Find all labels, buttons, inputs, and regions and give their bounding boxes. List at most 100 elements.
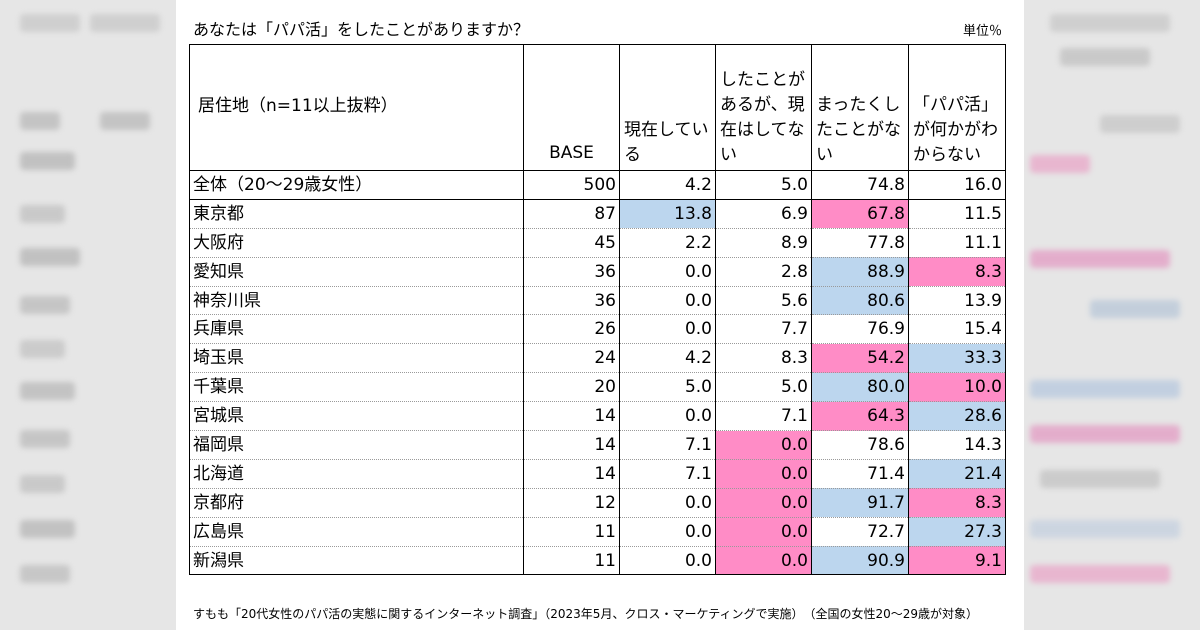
table-row: 埼玉県 24 4.2 8.3 54.2 33.3 — [189, 343, 1006, 374]
table-row: 千葉県 20 5.0 5.0 80.0 10.0 — [189, 372, 1006, 403]
row-previously-value: 2.8 — [715, 257, 812, 287]
header-base: BASE — [523, 44, 620, 171]
row-previously-value: 6.9 — [715, 199, 812, 229]
row-unknown-value: 9.1 — [908, 546, 1006, 576]
blur-stripe — [20, 248, 80, 266]
row-unknown-value: 15.4 — [908, 314, 1006, 345]
row-region-name: 京都府 — [189, 488, 524, 518]
row-region-name: 宮城県 — [189, 401, 524, 432]
row-base-value: 14 — [523, 401, 620, 432]
row-never-value: 88.9 — [811, 257, 909, 287]
source-note: すもも「20代女性のパパ活の実態に関するインターネット調査」（2023年5月、ク… — [193, 607, 979, 621]
row-currently-value: 0.0 — [619, 257, 716, 287]
row-unknown-value: 14.3 — [908, 430, 1006, 460]
row-base-value: 14 — [523, 459, 620, 489]
header-region: 居住地（n=11以上抜粋） — [189, 44, 524, 171]
table-row: 広島県 11 0.0 0.0 72.7 27.3 — [189, 517, 1006, 547]
blur-stripe — [1030, 425, 1180, 443]
row-base-value: 24 — [523, 343, 620, 374]
blur-stripe — [20, 14, 80, 32]
row-base-value: 45 — [523, 228, 620, 258]
row-previously-value: 5.0 — [715, 170, 812, 200]
row-currently-value: 2.2 — [619, 228, 716, 258]
row-base-value: 36 — [523, 257, 620, 287]
blur-stripe — [20, 382, 75, 400]
blur-stripe — [1100, 115, 1180, 133]
blur-stripe — [20, 520, 75, 538]
row-currently-value: 0.0 — [619, 517, 716, 547]
row-currently-value: 4.2 — [619, 170, 716, 200]
row-unknown-value: 8.3 — [908, 257, 1006, 287]
blur-stripe — [20, 296, 70, 314]
table-row: 福岡県 14 7.1 0.0 78.6 14.3 — [189, 430, 1006, 460]
row-currently-value: 7.1 — [619, 430, 716, 460]
header-previously: したことがあるが、現在はしてない — [715, 44, 812, 171]
table-row: 東京都 87 13.8 6.9 67.8 11.5 — [189, 199, 1006, 229]
row-base-value: 87 — [523, 199, 620, 229]
row-base-value: 11 — [523, 517, 620, 547]
row-unknown-value: 11.1 — [908, 228, 1006, 258]
row-base-value: 36 — [523, 286, 620, 316]
row-currently-value: 0.0 — [619, 314, 716, 345]
row-previously-value: 8.9 — [715, 228, 812, 258]
row-previously-value: 0.0 — [715, 546, 812, 576]
row-base-value: 12 — [523, 488, 620, 518]
table-row: 愛知県 36 0.0 2.8 88.9 8.3 — [189, 257, 1006, 287]
row-never-value: 74.8 — [811, 170, 909, 200]
table-row: 神奈川県 36 0.0 5.6 80.6 13.9 — [189, 286, 1006, 316]
row-previously-value: 0.0 — [715, 488, 812, 518]
blur-stripe — [1040, 470, 1160, 488]
header-currently: 現在している — [619, 44, 716, 171]
blur-stripe — [1060, 48, 1150, 66]
survey-table-sheet: あなたは「パパ活」をしたことがありますか？ 単位％ 居住地（n=11以上抜粋） … — [176, 0, 1024, 630]
row-region-name: 兵庫県 — [189, 314, 524, 345]
row-previously-value: 0.0 — [715, 517, 812, 547]
row-base-value: 20 — [523, 372, 620, 403]
row-never-value: 64.3 — [811, 401, 909, 432]
row-unknown-value: 33.3 — [908, 343, 1006, 374]
row-unknown-value: 13.9 — [908, 286, 1006, 316]
table-row: 北海道 14 7.1 0.0 71.4 21.4 — [189, 459, 1006, 489]
row-currently-value: 0.0 — [619, 401, 716, 432]
table-body: 全体（20〜29歳女性） 500 4.2 5.0 74.8 16.0 東京都 87 13.8 6.… — [189, 170, 1006, 576]
row-never-value: 76.9 — [811, 314, 909, 345]
blur-stripe — [20, 152, 75, 170]
row-currently-value: 0.0 — [619, 488, 716, 518]
table-row: 兵庫県 26 0.0 7.7 76.9 15.4 — [189, 314, 1006, 345]
row-unknown-value: 10.0 — [908, 372, 1006, 403]
unit-label: 単位％ — [962, 24, 1002, 39]
row-never-value: 90.9 — [811, 546, 909, 576]
blur-stripe — [20, 430, 70, 448]
table-row: 大阪府 45 2.2 8.9 77.8 11.1 — [189, 228, 1006, 258]
row-region-name: 全体（20〜29歳女性） — [189, 170, 524, 200]
row-base-value: 14 — [523, 430, 620, 460]
row-never-value: 54.2 — [811, 343, 909, 374]
survey-table: 居住地（n=11以上抜粋） BASE 現在している したことがあるが、現在はして… — [189, 44, 1006, 576]
row-never-value: 77.8 — [811, 228, 909, 258]
row-base-value: 26 — [523, 314, 620, 345]
row-never-value: 67.8 — [811, 199, 909, 229]
row-previously-value: 7.7 — [715, 314, 812, 345]
blur-stripe — [20, 475, 65, 493]
row-never-value: 80.6 — [811, 286, 909, 316]
blur-stripe — [20, 112, 60, 130]
table-title: あなたは「パパ活」をしたことがありますか？ — [193, 20, 530, 39]
blur-stripe — [1030, 565, 1170, 583]
row-unknown-value: 21.4 — [908, 459, 1006, 489]
blur-stripe — [20, 340, 65, 358]
row-unknown-value: 27.3 — [908, 517, 1006, 547]
row-currently-value: 0.0 — [619, 286, 716, 316]
row-unknown-value: 11.5 — [908, 199, 1006, 229]
row-previously-value: 5.0 — [715, 372, 812, 403]
row-currently-value: 13.8 — [619, 199, 716, 229]
row-never-value: 78.6 — [811, 430, 909, 460]
row-region-name: 広島県 — [189, 517, 524, 547]
row-region-name: 福岡県 — [189, 430, 524, 460]
row-region-name: 北海道 — [189, 459, 524, 489]
blur-stripe — [1030, 520, 1180, 538]
row-region-name: 愛知県 — [189, 257, 524, 287]
row-region-name: 神奈川県 — [189, 286, 524, 316]
row-region-name: 新潟県 — [189, 546, 524, 576]
table-row: 宮城県 14 0.0 7.1 64.3 28.6 — [189, 401, 1006, 432]
row-currently-value: 7.1 — [619, 459, 716, 489]
